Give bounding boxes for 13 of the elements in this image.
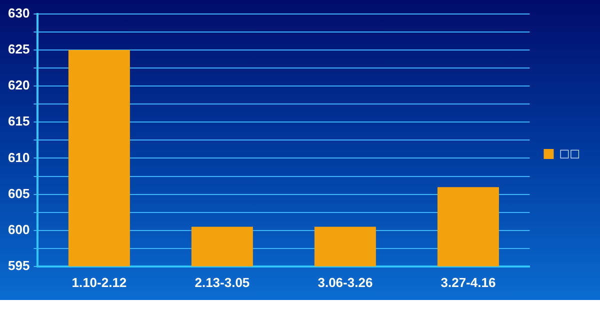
y-tick-label: 600 [8,222,30,237]
y-tick-label: 620 [8,78,30,93]
x-tick-label: 2.13-3.05 [194,274,250,290]
y-tick-label: 605 [8,186,30,201]
y-tick-label: 630 [8,6,30,21]
legend-label: □□ [559,146,580,160]
y-tick-label: 595 [8,258,30,273]
y-tick-label: 615 [8,114,30,129]
y-tick-label: 610 [8,150,30,165]
x-tick-label: 1.10-2.12 [72,274,127,290]
x-tick-label: 3.27-4.16 [440,274,496,290]
y-tick-label: 625 [8,42,30,57]
x-tick-label: 3.06-3.26 [318,274,373,290]
